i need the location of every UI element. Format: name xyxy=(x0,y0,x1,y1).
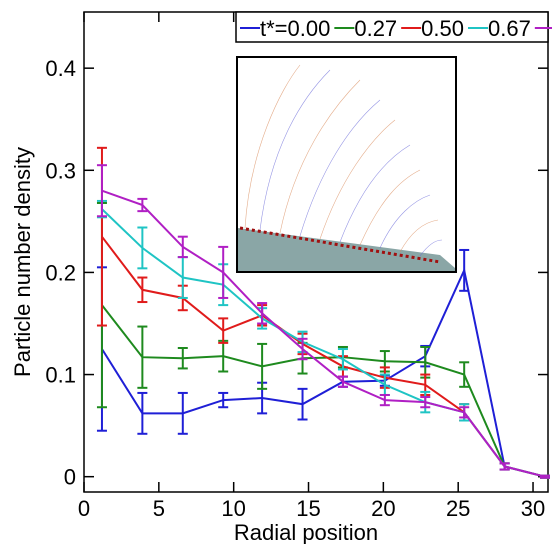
x-tick-label: 15 xyxy=(296,496,320,521)
legend: t*=0.000.270.500.671.00 xyxy=(235,11,552,43)
x-axis-label: Radial position xyxy=(234,520,378,544)
legend-box xyxy=(235,11,549,43)
x-tick-label: 5 xyxy=(153,496,165,521)
x-tick-label: 25 xyxy=(446,496,470,521)
legend-label: 0.67 xyxy=(488,16,531,41)
inset-image xyxy=(236,56,457,273)
legend-label: 0.50 xyxy=(421,16,464,41)
series-line xyxy=(101,267,546,478)
series-line xyxy=(101,189,546,478)
x-tick-label: 10 xyxy=(221,496,245,521)
x-tick-label: 0 xyxy=(78,496,90,521)
y-tick-label: 0.2 xyxy=(45,260,76,285)
y-axis-label: Particle number density xyxy=(10,147,35,377)
y-tick-label: 0.1 xyxy=(45,363,76,388)
series-line xyxy=(101,304,546,478)
y-tick-label: 0 xyxy=(64,465,76,490)
y-tick-label: 0.3 xyxy=(45,158,76,183)
x-tick-label: 30 xyxy=(521,496,545,521)
legend-label: t*=0.00 xyxy=(260,16,330,41)
x-tick-label: 20 xyxy=(371,496,395,521)
y-tick-label: 0.4 xyxy=(45,56,76,81)
legend-label: 0.27 xyxy=(354,16,397,41)
